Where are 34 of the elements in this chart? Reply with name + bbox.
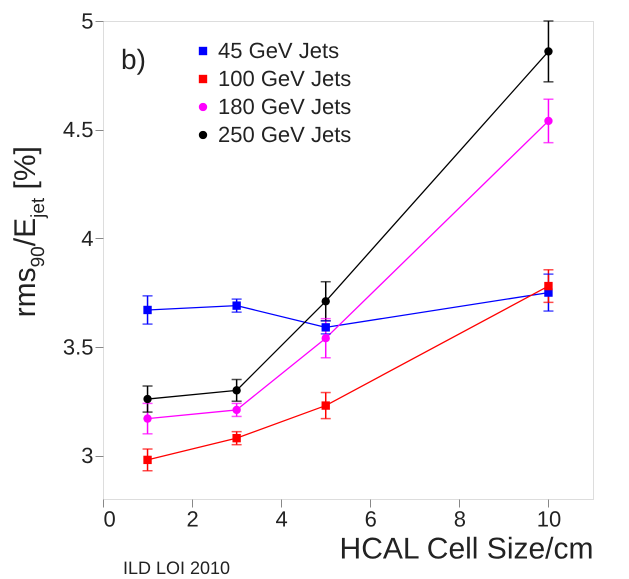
point — [232, 434, 241, 442]
point — [232, 406, 241, 414]
legend-label: 180 GeV Jets — [218, 94, 352, 119]
x-tick-label: 2 — [186, 506, 199, 532]
y-tick-label: 3.5 — [62, 334, 94, 360]
legend-label: 250 GeV Jets — [218, 122, 352, 147]
y-tick-label: 4 — [81, 226, 94, 251]
text: ILD LOI 2010 — [123, 558, 230, 578]
point — [322, 401, 330, 410]
annotation: b) — [121, 44, 146, 75]
point — [544, 282, 553, 290]
x-tick-label: 4 — [276, 506, 288, 532]
y-tick-label: 5 — [81, 8, 94, 34]
point — [544, 47, 553, 56]
legend-label: 45 GeV Jets — [218, 38, 340, 63]
y-axis-title: rms90/Ejet [%] — [9, 146, 49, 318]
point — [143, 414, 152, 423]
legend-label: 100 GeV Jets — [218, 66, 352, 91]
point — [322, 323, 330, 332]
y-tick-label: 4.5 — [62, 117, 94, 142]
point — [322, 334, 330, 342]
x-tick-label: 10 — [536, 506, 562, 532]
x-tick-label: 6 — [364, 506, 377, 532]
y-tick-label: 3 — [81, 443, 94, 468]
x-axis-title: HCAL Cell Size/cm — [340, 532, 594, 566]
point — [143, 306, 152, 314]
point — [143, 456, 152, 464]
point — [143, 394, 152, 404]
x-tick-label: 0 — [104, 506, 116, 532]
point — [322, 297, 330, 306]
point — [544, 116, 553, 126]
x-tick-label: 8 — [454, 506, 466, 532]
point — [232, 301, 241, 310]
point — [232, 386, 241, 395]
